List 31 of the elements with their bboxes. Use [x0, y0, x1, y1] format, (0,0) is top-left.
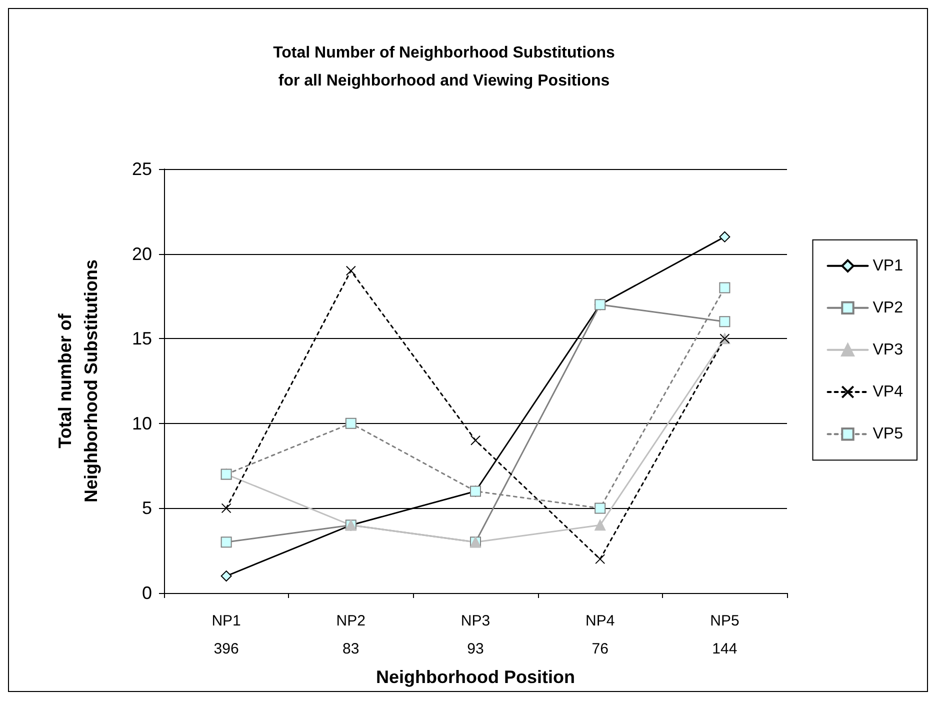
y-axis-title: Total number of Neighborhood Substitutions [55, 260, 101, 502]
x-tick-label: NP2 83 [336, 612, 366, 658]
point [719, 316, 730, 328]
legend-label: VP2 [872, 299, 904, 316]
point [470, 435, 480, 446]
point [594, 502, 606, 514]
x-axis-title: Neighborhood Position [376, 666, 575, 687]
point [220, 570, 232, 582]
x-tick-label: NP5 144 [710, 612, 740, 658]
legend-label: VP3 [872, 341, 904, 358]
y-tick-label: 10 [132, 413, 152, 434]
point [719, 282, 730, 294]
point [719, 231, 730, 242]
y-tick-label: 20 [132, 244, 152, 264]
y-tick-label: 15 [132, 328, 152, 349]
x-tick-label: NP1 396 [212, 612, 241, 658]
point [595, 554, 606, 564]
legend-label: VP5 [872, 426, 904, 443]
legend-label: VP1 [872, 257, 904, 274]
chart-title: Total Number of Neighborhood Substitutions for all Neighborhood and Viewing Positions [273, 44, 616, 90]
point [221, 503, 232, 514]
y-tick-label: 5 [142, 498, 152, 518]
point [345, 418, 356, 429]
point [346, 266, 356, 276]
y-tick-label: 25 [132, 159, 152, 179]
x-tick-label: NP4 76 [586, 612, 615, 658]
point [220, 536, 232, 548]
y-tick-label: 0 [142, 583, 152, 603]
legend-label: VP4 [872, 384, 904, 400]
point [594, 520, 606, 531]
x-tick-label: NP3 93 [460, 612, 490, 658]
